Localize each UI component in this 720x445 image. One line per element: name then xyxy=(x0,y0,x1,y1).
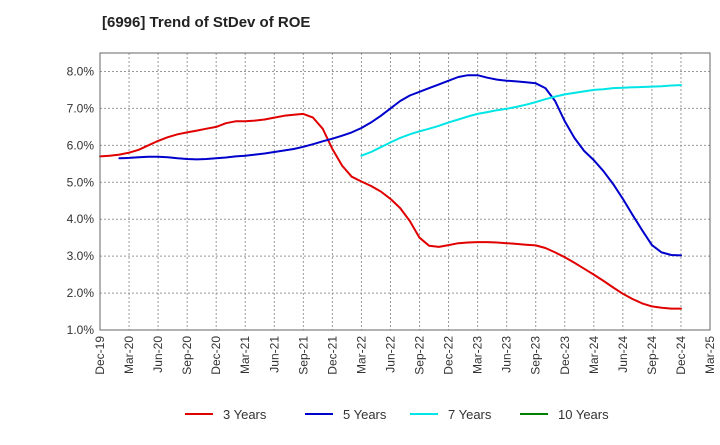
series-line-3-years xyxy=(99,112,682,310)
series-line-7-years xyxy=(360,84,682,157)
x-tick-label: Mar-23 xyxy=(471,336,485,374)
x-tick-label: Mar-24 xyxy=(587,336,601,374)
x-tick-label: Jun-22 xyxy=(383,336,397,373)
x-tick-label: Dec-23 xyxy=(558,336,572,375)
x-tick-label: Mar-25 xyxy=(703,336,717,374)
x-tick-label: Sep-24 xyxy=(645,336,659,375)
series-lines xyxy=(99,74,682,310)
y-tick-label: 7.0% xyxy=(67,101,95,115)
legend-label: 10 Years xyxy=(558,407,609,422)
plot-frame xyxy=(99,52,711,331)
y-tick-label: 4.0% xyxy=(67,212,95,226)
y-tick-label: 5.0% xyxy=(67,175,95,189)
x-tick-label: Sep-22 xyxy=(413,336,427,375)
y-tick-label: 8.0% xyxy=(67,64,95,78)
legend-label: 5 Years xyxy=(343,407,387,422)
x-tick-label: Mar-20 xyxy=(122,336,136,374)
x-tick-label: Dec-19 xyxy=(93,336,107,375)
x-tick-label: Jun-24 xyxy=(616,336,630,373)
y-tick-label: 3.0% xyxy=(67,249,95,263)
x-tick-label: Dec-21 xyxy=(325,336,339,375)
x-tick-label: Dec-22 xyxy=(442,336,456,375)
chart-title: [6996] Trend of StDev of ROE xyxy=(102,14,311,31)
x-tick-label: Jun-23 xyxy=(500,336,514,373)
x-tick-label: Dec-24 xyxy=(674,336,688,375)
axes: 1.0% 2.0% 3.0% 4.0% 5.0% 6.0% 7.0% 8.0% Dec-19 Ma… xyxy=(67,52,717,375)
x-tick-label: Sep-20 xyxy=(180,336,194,375)
x-tick-label: Jun-21 xyxy=(267,336,281,373)
x-tick-label: Mar-21 xyxy=(238,336,252,374)
y-tick-label: 2.0% xyxy=(67,286,95,300)
legend-label: 3 Years xyxy=(223,407,267,422)
series-line-5-years xyxy=(118,74,682,257)
legend-label: 7 Years xyxy=(448,407,492,422)
x-tick-label: Dec-20 xyxy=(209,336,223,375)
y-tick-label: 1.0% xyxy=(67,323,95,337)
x-tick-label: Sep-21 xyxy=(296,336,310,375)
x-tick-label: Sep-23 xyxy=(529,336,543,375)
legend: 3 Years 5 Years 7 Years 10 Years xyxy=(185,407,609,422)
x-tick-label: Jun-20 xyxy=(151,336,165,373)
x-tick-label: Mar-22 xyxy=(354,336,368,374)
y-tick-label: 6.0% xyxy=(67,138,95,152)
